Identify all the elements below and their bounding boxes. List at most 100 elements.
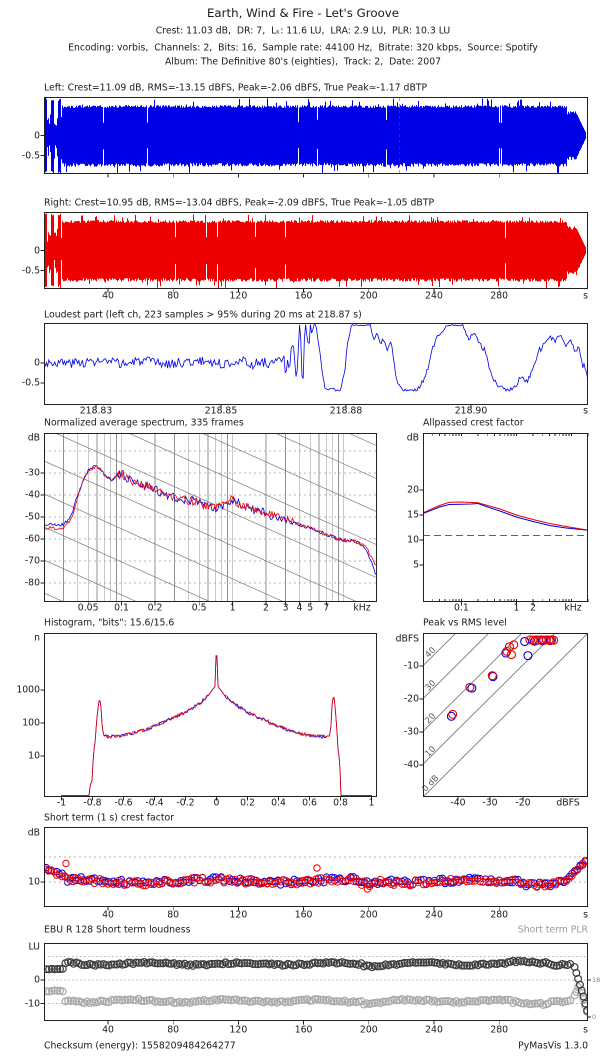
short-crest-xtick: 40: [102, 909, 114, 921]
peak-rms-y-unit: dBFS: [395, 633, 419, 645]
spectrum-ytick: -70: [24, 555, 40, 567]
histogram-ytick: 100: [22, 717, 40, 729]
short-crest-xtick: 160: [294, 909, 313, 921]
allpass-xtick: 1: [513, 602, 520, 614]
ebu-xtick: 280: [490, 1024, 509, 1036]
histogram-y-unit: n: [34, 632, 40, 644]
spectrum-ytick: -40: [24, 489, 40, 501]
w1-ytick: -0.5: [21, 149, 40, 161]
ebu-xtick: 240: [425, 1024, 443, 1036]
ebu-right-ytick: 18: [592, 975, 601, 984]
waveform-xtick: 120: [229, 290, 248, 302]
waveform-xtick: 80: [167, 290, 180, 302]
spectrum-title: Normalized average spectrum, 335 frames: [44, 417, 244, 429]
spectrum-xtick: 3: [282, 602, 289, 614]
allpass-crest-title: Allpassed crest factor: [423, 417, 524, 429]
histogram-xtick: 0.8: [333, 797, 348, 809]
allpass-xtick: 2: [530, 602, 536, 614]
ebu-xtick: 80: [167, 1024, 180, 1036]
spectrum-y-unit: dB: [27, 432, 40, 444]
w2-ytick: -0.5: [21, 264, 40, 276]
version: PyMasVis 1.3.0: [518, 1040, 588, 1052]
peak-rms-ytick: -20: [403, 693, 419, 705]
allpass-ytick: 10: [407, 534, 419, 546]
peak-rms-xtick: -30: [482, 797, 498, 809]
spectrum-xtick: 4: [296, 602, 303, 614]
waveform-x-unit: s: [583, 290, 588, 302]
spectrum-xtick: 5: [307, 602, 314, 614]
short-term-plr-title: Short term PLR: [517, 924, 588, 936]
peak-vs-rms-title: Peak vs RMS level: [423, 617, 507, 629]
short-crest-xtick: 120: [229, 909, 248, 921]
loudest-xtick: 218.85: [204, 405, 238, 417]
loudest-xtick: 218.90: [454, 405, 488, 417]
short-crest-xtick: 80: [167, 909, 180, 921]
right-channel-title: Right: Crest=10.95 dB, RMS=-13.04 dBFS, …: [44, 197, 435, 209]
ebu-y-unit: LU: [28, 941, 40, 953]
spectrum-ytick: -80: [24, 577, 40, 589]
allpass-y-unit: dB: [406, 432, 419, 444]
histogram-xtick: 0.4: [271, 797, 286, 809]
ebu-xtick: 200: [359, 1024, 378, 1036]
short-crest-x-unit: s: [583, 909, 588, 921]
histogram-xtick: 0.2: [240, 797, 255, 809]
peak-rms-ytick: -10: [403, 660, 419, 672]
spectrum-xtick: 1: [229, 602, 236, 614]
w3-ytick: 0: [34, 357, 40, 369]
spectrum-x-unit: kHz: [353, 602, 371, 614]
spectrum-xtick: 0.5: [191, 602, 207, 614]
w1-ytick: 0: [34, 129, 40, 141]
loudest-part-title: Loudest part (left ch, 223 samples > 95%…: [44, 309, 362, 321]
ebu-ytick: -10: [24, 997, 40, 1009]
ebu-x-unit: s: [583, 1024, 588, 1036]
loudest-xtick: 218.83: [79, 405, 113, 417]
histogram-xtick: 1: [368, 797, 375, 809]
histogram-title: Histogram, "bits": 15.6/15.6: [44, 617, 175, 629]
peak-rms-ytick: -30: [403, 726, 419, 738]
allpass-ytick: 20: [407, 484, 419, 496]
ebu-xtick: 40: [102, 1024, 114, 1036]
short-crest-title: Short term (1 s) crest factor: [44, 812, 174, 824]
histogram-xtick: 0.6: [302, 797, 317, 809]
ebu-title: EBU R 128 Short term loudness: [44, 924, 191, 936]
waveform-xtick: 200: [359, 290, 378, 302]
waveform-xtick: 240: [425, 290, 443, 302]
peak-rms-xtick: -40: [450, 797, 466, 809]
short-crest-ytick: 10: [28, 876, 40, 888]
ebu-right-ytick: 0: [592, 1012, 597, 1021]
peak-rms-ytick: -40: [403, 759, 419, 771]
spectrum-xtick: 2: [263, 602, 269, 614]
loudest-x-unit: s: [583, 405, 588, 417]
histogram-xtick: -0.4: [145, 797, 164, 809]
spectrum-xtick: 0.1: [114, 602, 129, 614]
track-title: Earth, Wind & Fire - Let's Groove: [206, 6, 400, 21]
waveform-xtick: 160: [294, 290, 313, 302]
short-crest-xtick: 200: [359, 909, 378, 921]
spectrum-xtick: 7: [323, 602, 330, 614]
spectrum-ytick: -30: [24, 467, 40, 479]
ebu-xtick: 120: [229, 1024, 248, 1036]
allpass-xtick: 0.1: [454, 602, 469, 614]
allpass-ytick: 5: [413, 559, 419, 571]
short-crest-xtick: 240: [425, 909, 443, 921]
peak-rms-x-unit: dBFS: [556, 797, 580, 809]
loudest-xtick: 218.88: [329, 405, 363, 417]
w2-ytick: 0: [34, 244, 40, 256]
histogram-xtick: -1: [56, 797, 67, 809]
waveform-xtick: 280: [490, 290, 509, 302]
histogram-ytick: 10: [28, 750, 40, 762]
spectrum-xtick: 0.2: [147, 602, 163, 614]
histogram-ytick: 1000: [16, 684, 40, 696]
header-album: Album: The Definitive 80's (eighties), T…: [164, 56, 442, 68]
spectrum-ytick: -60: [24, 533, 40, 545]
histogram-xtick: -0.6: [114, 797, 133, 809]
w3-ytick: -0.5: [21, 377, 40, 389]
short-crest-xtick: 280: [490, 909, 509, 921]
histogram-xtick: -0.2: [176, 797, 195, 809]
allpass-x-unit: kHz: [564, 602, 582, 614]
header-encoding: Encoding: vorbis, Channels: 2, Bits: 16,…: [68, 42, 538, 54]
peak-rms-xtick: -20: [515, 797, 531, 809]
short-crest-y-unit: dB: [27, 827, 40, 839]
